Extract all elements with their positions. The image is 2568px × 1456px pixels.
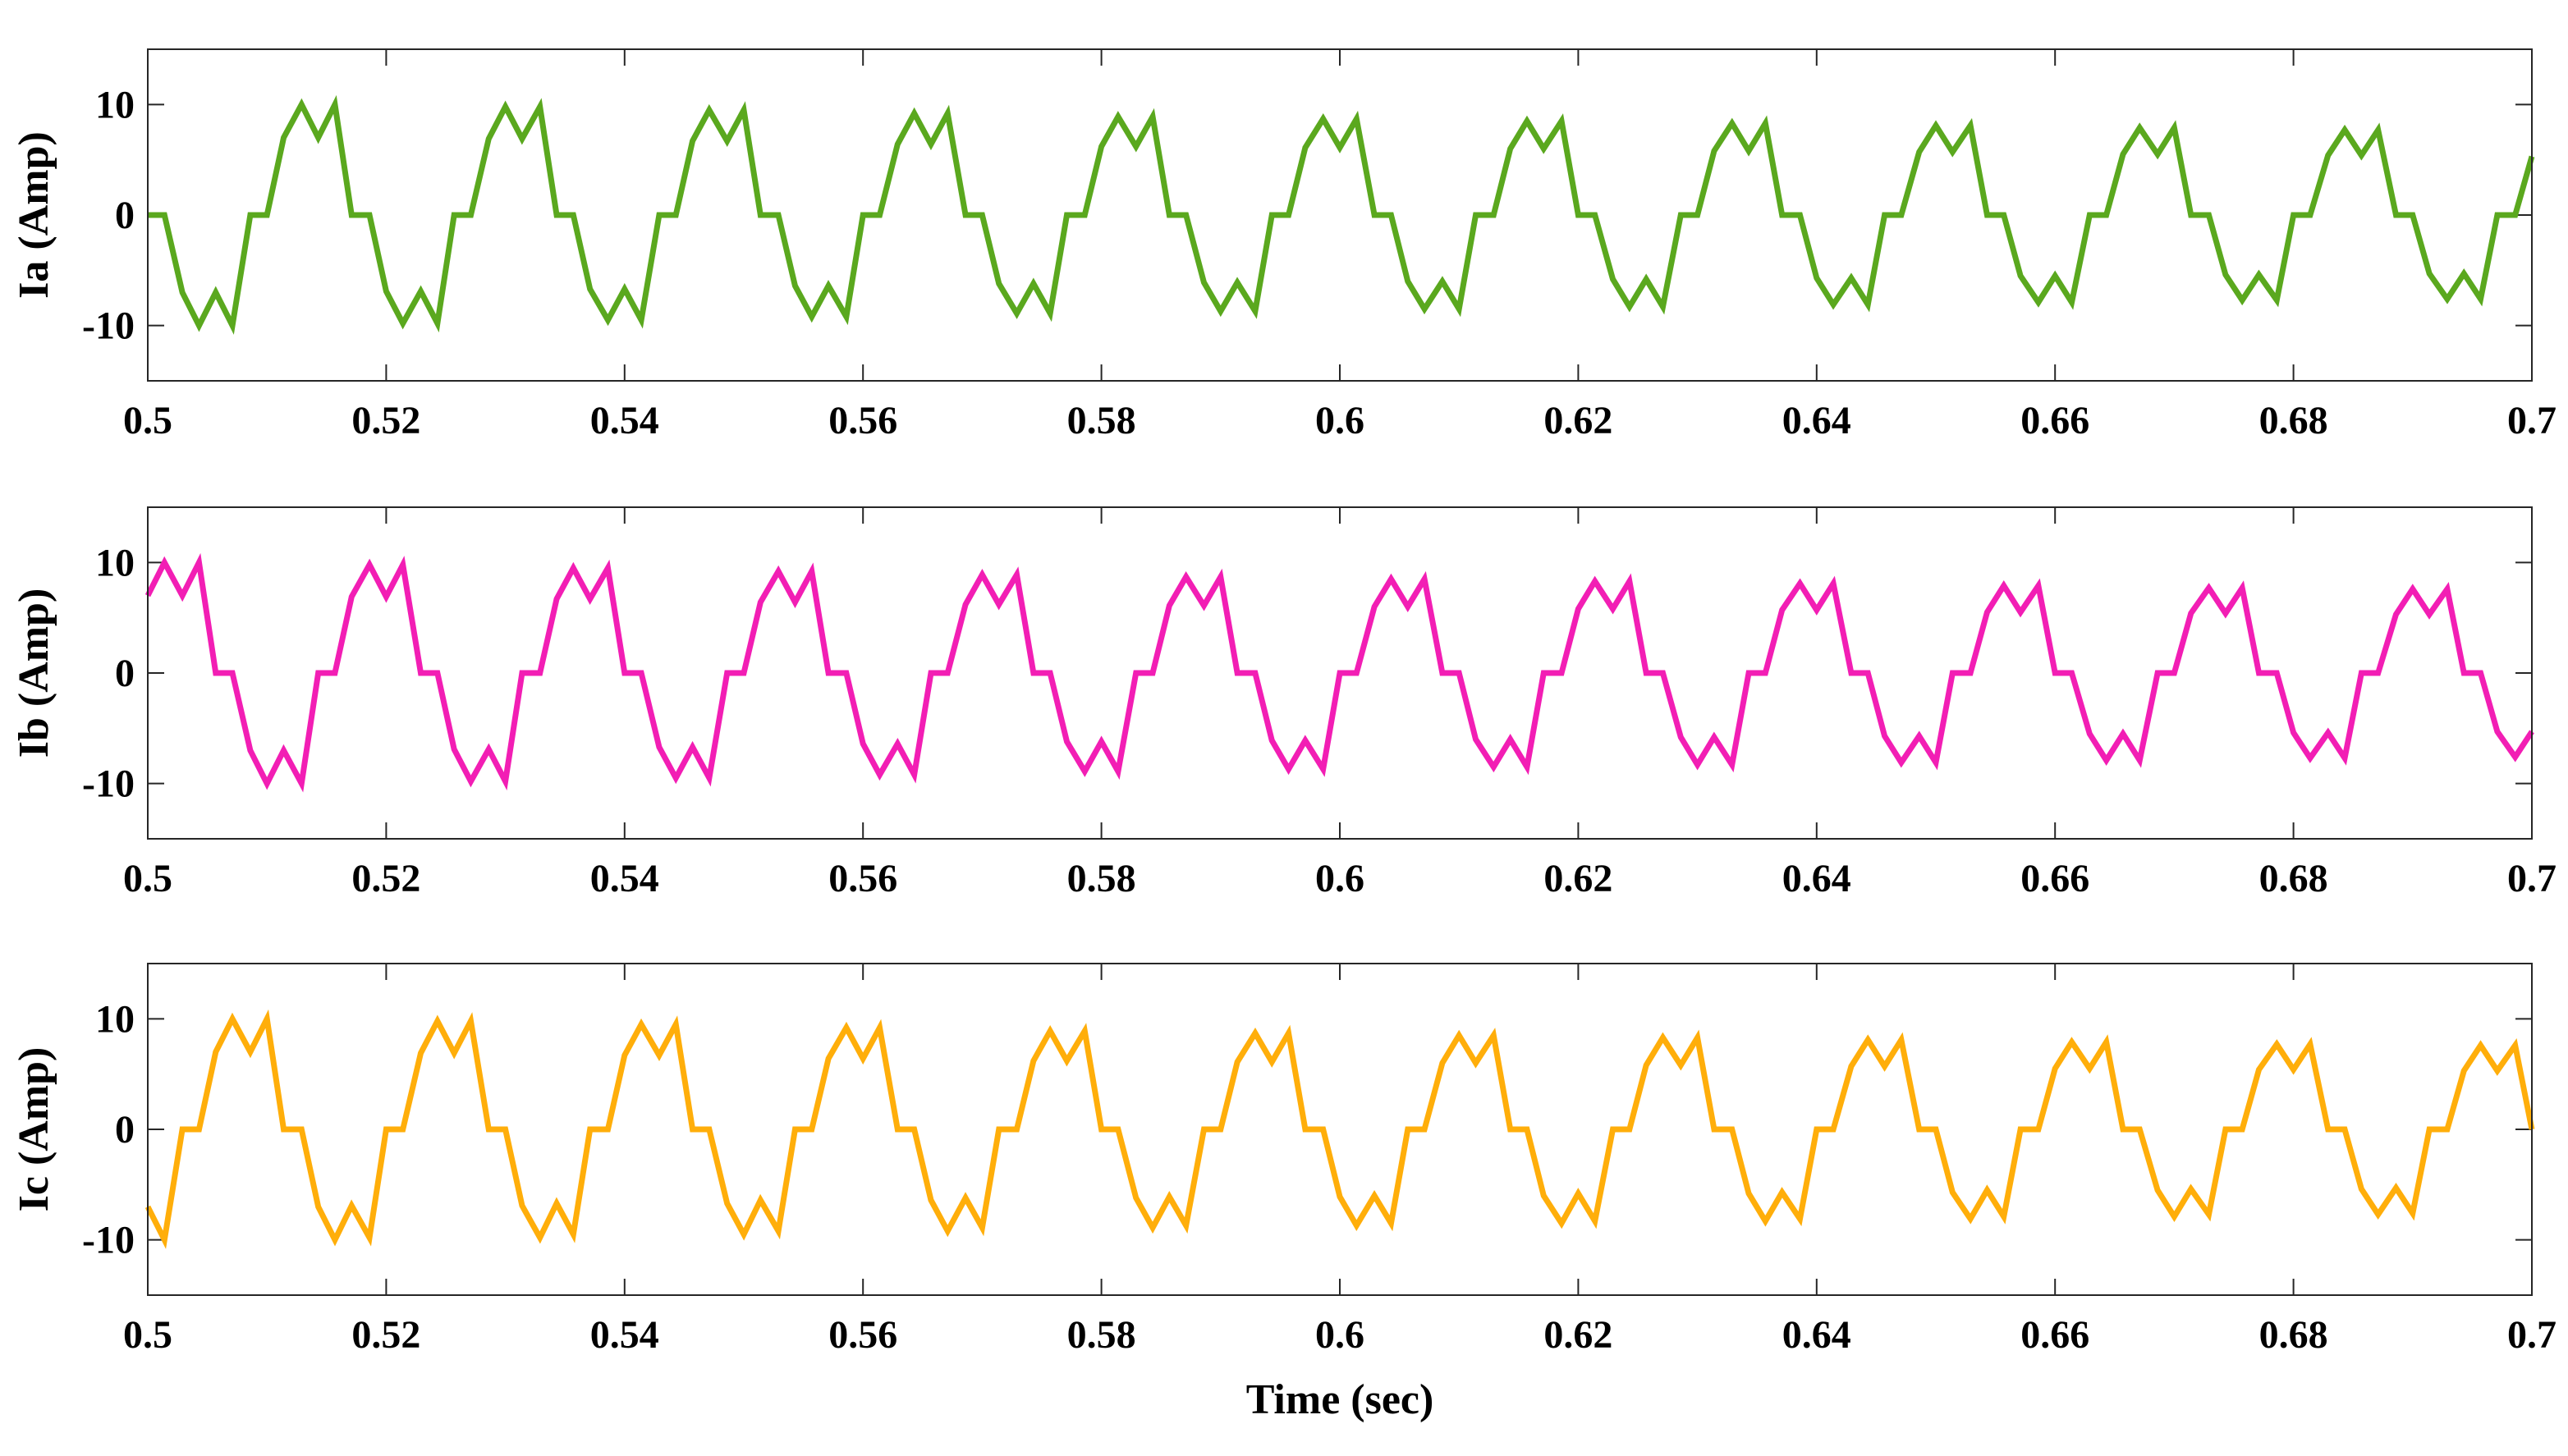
- x-tick-label: 0.62: [1543, 857, 1612, 900]
- x-tick-label: 0.52: [351, 857, 420, 900]
- x-tick-label: 0.66: [2020, 857, 2089, 900]
- x-tick-label: 0.6: [1315, 857, 1364, 900]
- y-tick-label: 10: [95, 541, 135, 584]
- y-tick-label: -10: [82, 1219, 135, 1262]
- x-tick-label: 0.68: [2259, 399, 2328, 442]
- x-tick-label: 0.62: [1543, 1313, 1612, 1357]
- x-tick-label: 0.66: [2020, 1313, 2089, 1357]
- plot-frame: [147, 48, 2533, 382]
- x-tick-label: 0.5: [123, 857, 172, 900]
- x-tick-label: 0.52: [351, 399, 420, 442]
- y-tick-label: 10: [95, 83, 135, 126]
- y-axis-label: Ic (Amp): [11, 1047, 57, 1212]
- data-line: [144, 1009, 2535, 1249]
- x-tick-label: 0.56: [828, 1313, 897, 1357]
- x-tick-label: 0.64: [1782, 857, 1851, 900]
- x-tick-label: 0.54: [590, 1313, 659, 1357]
- x-tick-label: 0.56: [828, 399, 897, 442]
- plot-area: [148, 49, 2532, 381]
- data-line: [144, 552, 2534, 793]
- x-tick-label: 0.52: [351, 1313, 420, 1357]
- x-tick-label: 0.64: [1782, 1313, 1851, 1357]
- x-tick-label: 0.58: [1067, 1313, 1136, 1357]
- x-tick-label: 0.58: [1067, 857, 1136, 900]
- x-tick-label: 0.6: [1315, 1313, 1364, 1357]
- plot-frame: [147, 963, 2533, 1296]
- y-axis-label: Ia (Amp): [11, 131, 57, 299]
- y-tick-label: -10: [82, 304, 135, 348]
- x-tick-label: 0.54: [590, 399, 659, 442]
- x-tick-label: 0.7: [2507, 857, 2557, 900]
- x-tick-label: 0.62: [1543, 399, 1612, 442]
- y-tick-label: 0: [115, 194, 135, 237]
- x-tick-label: 0.54: [590, 857, 659, 900]
- plot-frame: [147, 506, 2533, 840]
- x-tick-label: 0.64: [1782, 399, 1851, 442]
- x-axis-label: Time (sec): [1246, 1376, 1434, 1423]
- x-tick-label: 0.7: [2507, 1313, 2557, 1357]
- x-tick-label: 0.68: [2259, 857, 2328, 900]
- y-tick-label: 10: [95, 997, 135, 1041]
- x-tick-label: 0.66: [2020, 399, 2089, 442]
- y-axis-label: Ib (Amp): [11, 588, 57, 758]
- data-line: [148, 94, 2535, 335]
- x-tick-label: 0.5: [123, 399, 172, 442]
- x-tick-label: 0.7: [2507, 399, 2557, 442]
- y-tick-label: -10: [82, 762, 135, 806]
- x-tick-label: 0.68: [2259, 1313, 2328, 1357]
- x-tick-label: 0.56: [828, 857, 897, 900]
- x-tick-label: 0.5: [123, 1313, 172, 1357]
- y-tick-label: 0: [115, 652, 135, 695]
- y-tick-label: 0: [115, 1108, 135, 1152]
- x-tick-label: 0.6: [1315, 399, 1364, 442]
- x-tick-label: 0.58: [1067, 399, 1136, 442]
